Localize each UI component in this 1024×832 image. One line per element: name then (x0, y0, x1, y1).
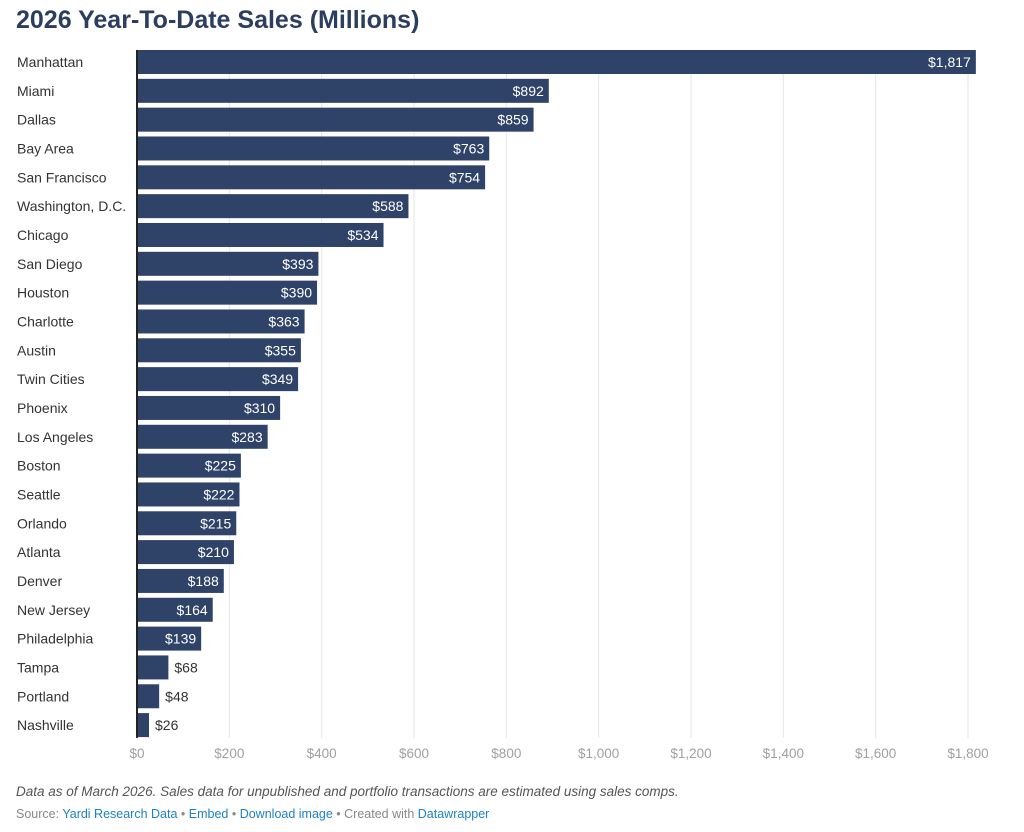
bar (137, 165, 486, 190)
x-tick-label: $1,000 (578, 746, 619, 761)
bar (137, 713, 150, 738)
value-label: $215 (200, 515, 231, 531)
value-label: $222 (203, 486, 234, 502)
bar (137, 626, 202, 651)
category-label: Atlanta (17, 544, 61, 560)
category-label: New Jersey (17, 602, 90, 618)
value-label: $355 (265, 342, 296, 358)
category-label: Houston (17, 285, 69, 301)
value-label: $188 (188, 573, 219, 589)
x-tick-label: $1,200 (670, 746, 711, 761)
created-with-text: • Created with (332, 807, 418, 821)
value-label: $1,817 (928, 54, 971, 70)
x-tick-label: $800 (491, 746, 521, 761)
bar (137, 309, 305, 334)
datawrapper-link[interactable]: Datawrapper (417, 807, 490, 821)
category-label: Washington, D.C. (17, 198, 126, 214)
bar (137, 655, 169, 680)
category-label: Twin Cities (17, 371, 85, 387)
bar (137, 424, 268, 449)
category-label: San Francisco (17, 169, 107, 185)
value-label: $310 (244, 400, 275, 416)
value-label: $349 (262, 371, 293, 387)
bar (137, 338, 301, 363)
value-label: $390 (281, 285, 312, 301)
bar (137, 107, 534, 132)
category-label: Seattle (17, 486, 61, 502)
x-tick-label: $200 (214, 746, 244, 761)
value-label: $763 (453, 140, 484, 156)
value-label: $68 (174, 659, 198, 675)
source-link[interactable]: Yardi Research Data (62, 807, 178, 821)
bar (137, 540, 234, 565)
bar (137, 78, 549, 103)
value-label: $754 (449, 169, 480, 185)
category-label: Los Angeles (17, 429, 93, 445)
value-label: $393 (282, 256, 313, 272)
category-label: Portland (17, 688, 69, 704)
footer-separator: • (228, 807, 240, 821)
bar (137, 222, 384, 247)
x-tick-label: $1,400 (763, 746, 804, 761)
bar (137, 568, 224, 593)
bar (137, 395, 281, 420)
x-tick-label: $400 (307, 746, 337, 761)
value-label: $534 (347, 227, 378, 243)
category-label: Miami (17, 83, 54, 99)
bar (137, 453, 241, 478)
source-prefix: Source: (16, 807, 63, 821)
value-label: $363 (268, 313, 299, 329)
value-label: $859 (497, 112, 528, 128)
bar (137, 511, 237, 536)
footer-separator: • (177, 807, 189, 821)
value-label: $26 (155, 717, 179, 733)
value-label: $283 (231, 429, 262, 445)
category-label: Phoenix (17, 400, 68, 416)
download-image-link[interactable]: Download image (239, 807, 333, 821)
category-label: Chicago (17, 227, 69, 243)
bar (137, 597, 213, 622)
value-label: $48 (165, 688, 189, 704)
bar (137, 482, 240, 507)
category-label: Denver (17, 573, 62, 589)
x-tick-label: $600 (399, 746, 429, 761)
bar (137, 684, 160, 709)
value-label: $139 (165, 631, 196, 647)
chart-notes: Data as of March 2026. Sales data for un… (16, 784, 679, 799)
x-tick-label: $1,600 (855, 746, 896, 761)
bar-chart: $0 $200 $400 $600 $800 $1,000 $1,200 $1,400 $1,6… (17, 50, 989, 761)
chart-footer: Source: Yardi Research Data • Embed • Do… (16, 807, 489, 821)
category-label: Boston (17, 458, 61, 474)
category-label: San Diego (17, 256, 83, 272)
category-label: Philadelphia (17, 631, 93, 647)
value-label: $225 (205, 458, 236, 474)
bar (137, 367, 299, 392)
category-label: Nashville (17, 717, 74, 733)
bar (137, 136, 490, 161)
bar (137, 251, 319, 276)
bar (137, 280, 318, 305)
category-label: Dallas (17, 112, 56, 128)
x-tick-label: $1,800 (947, 746, 988, 761)
bar (137, 194, 409, 219)
category-label: Bay Area (17, 140, 74, 156)
category-label: Austin (17, 342, 56, 358)
category-label: Orlando (17, 515, 67, 531)
category-label: Tampa (17, 659, 59, 675)
chart-title: 2026 Year-To-Date Sales (Millions) (16, 6, 420, 34)
value-label: $164 (177, 602, 208, 618)
x-tick-label: $0 (129, 746, 144, 761)
category-label: Manhattan (17, 54, 83, 70)
value-label: $892 (513, 83, 544, 99)
embed-link[interactable]: Embed (188, 807, 229, 821)
category-label: Charlotte (17, 313, 74, 329)
bar (137, 50, 976, 74)
value-label: $588 (372, 198, 403, 214)
value-label: $210 (198, 544, 229, 560)
